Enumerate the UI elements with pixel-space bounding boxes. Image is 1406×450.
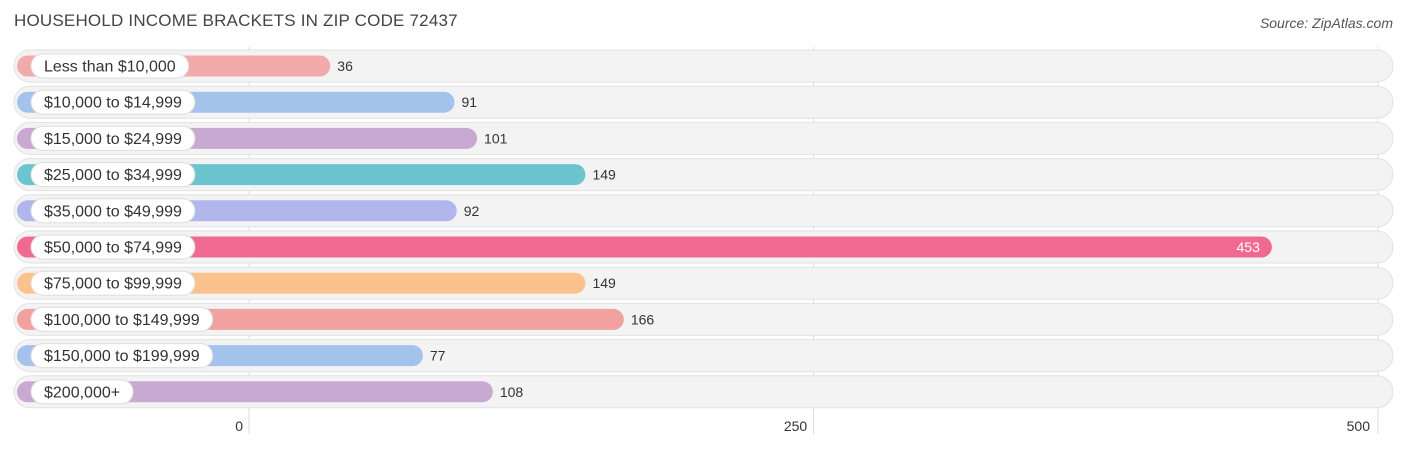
value-label: 101 [484, 130, 508, 146]
row-background [13, 49, 1394, 83]
category-label: $75,000 to $99,999 [44, 276, 182, 293]
category-pill [30, 125, 196, 151]
category-pill [30, 89, 196, 115]
category-pill [30, 234, 196, 260]
tick-label: 0 [235, 418, 243, 434]
value-label: 91 [461, 94, 477, 110]
value-label: 166 [631, 311, 655, 327]
value-label: 149 [592, 275, 616, 291]
tick-label: 250 [784, 418, 808, 434]
category-pill [30, 270, 196, 296]
category-pill [30, 343, 214, 369]
category-label: $100,000 to $149,999 [44, 312, 200, 329]
category-pill [30, 198, 196, 224]
value-label: 36 [337, 58, 353, 74]
category-label: $150,000 to $199,999 [44, 348, 200, 365]
tick-label: 500 [1347, 418, 1371, 434]
category-label: Less than $10,000 [44, 59, 176, 76]
category-pill [30, 379, 134, 405]
category-pill [30, 306, 214, 332]
category-label: $25,000 to $34,999 [44, 167, 182, 184]
category-label: $35,000 to $49,999 [44, 203, 182, 220]
bar [17, 236, 1272, 258]
category-label: $15,000 to $24,999 [44, 131, 182, 148]
category-pill [30, 53, 190, 79]
category-label: $50,000 to $74,999 [44, 240, 182, 257]
value-label: 108 [500, 384, 524, 400]
category-pill [30, 162, 196, 188]
bar [17, 381, 493, 403]
value-label: 149 [592, 167, 616, 183]
value-label: 77 [430, 348, 446, 364]
category-label: $10,000 to $14,999 [44, 95, 182, 112]
value-label: 92 [464, 203, 480, 219]
category-label: $200,000+ [44, 384, 120, 401]
chart-source: Source: ZipAtlas.com [1259, 15, 1393, 31]
chart-title: HOUSEHOLD INCOME BRACKETS IN ZIP CODE 72… [14, 11, 458, 30]
value-label: 453 [1237, 239, 1261, 255]
